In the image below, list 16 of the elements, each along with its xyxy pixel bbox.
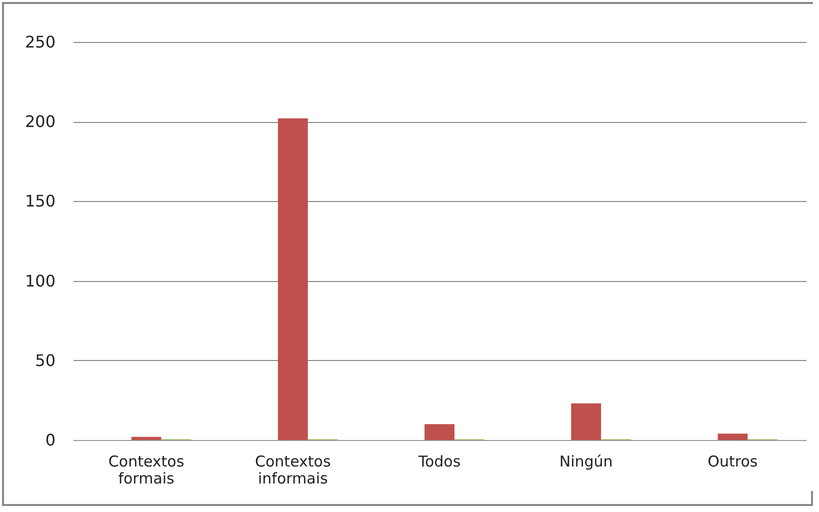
bar xyxy=(718,434,748,440)
x-tick-label: Ningún xyxy=(559,452,613,470)
x-tick-label: Contextos formais xyxy=(108,452,184,488)
y-tick-label: 250 xyxy=(24,32,56,52)
bar xyxy=(278,118,308,440)
bar xyxy=(571,403,602,440)
bar xyxy=(424,424,454,440)
x-tick-label: Contextos informais xyxy=(255,452,331,488)
y-tick-label: 0 xyxy=(45,430,56,450)
x-tick-label: Outros xyxy=(708,452,758,470)
y-tick-label: 150 xyxy=(24,192,56,211)
y-tick-label: 50 xyxy=(35,350,56,370)
y-tick-label: 100 xyxy=(24,271,56,290)
y-tick-label: 200 xyxy=(24,112,56,132)
bar xyxy=(131,436,162,440)
x-tick-label: Todos xyxy=(417,452,461,470)
